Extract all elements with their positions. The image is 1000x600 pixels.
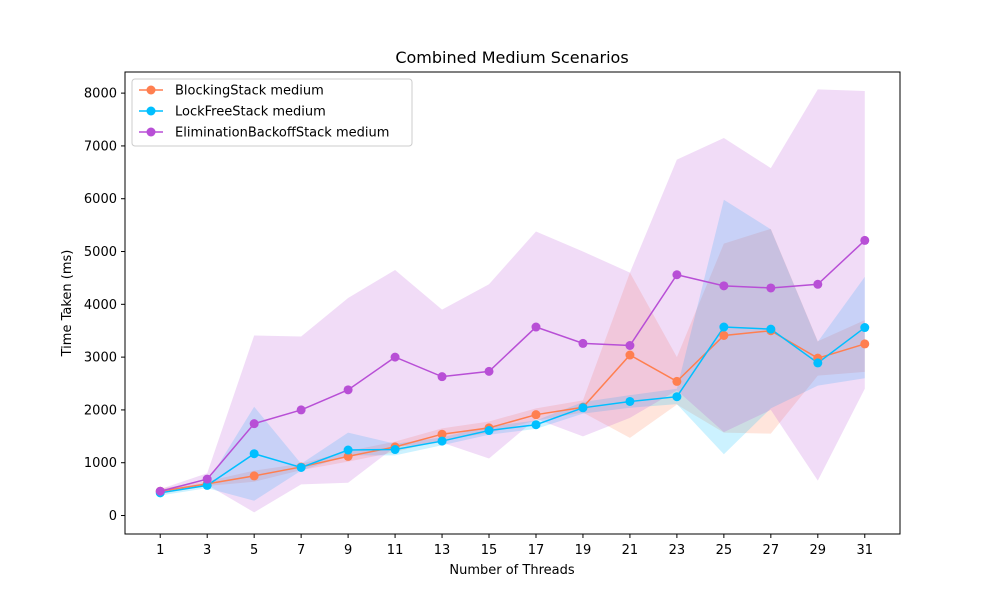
- lockfreestack-medium-legend-label: LockFreeStack medium: [175, 105, 326, 120]
- x-tick-label: 23: [669, 543, 686, 558]
- eliminationbackoffstack-medium-legend-marker: [146, 127, 156, 137]
- eliminationbackoffstack-medium-point: [437, 372, 447, 382]
- blockingstack-medium-legend-marker: [146, 85, 156, 95]
- y-tick-label: 1000: [84, 456, 117, 471]
- eliminationbackoffstack-medium-point: [202, 474, 212, 484]
- y-tick-label: 2000: [84, 403, 117, 418]
- lockfreestack-medium-legend-marker: [146, 106, 156, 116]
- blockingstack-medium-point: [625, 350, 635, 360]
- eliminationbackoffstack-medium-point: [719, 281, 729, 291]
- y-tick-label: 6000: [84, 192, 117, 207]
- x-tick-label: 11: [387, 543, 404, 558]
- x-tick-label: 29: [810, 543, 827, 558]
- blockingstack-medium-point: [249, 471, 259, 481]
- lockfreestack-medium-point: [343, 445, 353, 455]
- series-lines: [160, 239, 866, 494]
- lockfreestack-medium-point: [813, 358, 823, 368]
- legend-box: [131, 78, 413, 147]
- lockfreestack-medium-point: [437, 436, 447, 446]
- eliminationbackoffstack-medium-band: [160, 89, 865, 513]
- lockfreestack-medium-point: [249, 449, 259, 459]
- x-tick-label: 9: [344, 543, 352, 558]
- x-axis-ticks: 1 3 5 7 9 11 13 15 17 19 21 23 25 27 29 31: [156, 534, 873, 558]
- eliminationbackoffstack-medium-point: [813, 279, 823, 289]
- lockfreestack-medium-point: [766, 324, 776, 334]
- x-tick-label: 17: [528, 543, 545, 558]
- blockingstack-medium-point: [531, 410, 541, 420]
- chart-title: Combined Medium Scenarios: [395, 48, 628, 67]
- blockingstack-medium-legend-label: BlockingStack medium: [175, 84, 324, 99]
- y-tick-label: 4000: [84, 298, 117, 313]
- y-tick-label: 5000: [84, 245, 117, 260]
- eliminationbackoffstack-medium-point: [860, 235, 870, 245]
- y-tick-label: 8000: [84, 87, 117, 102]
- x-tick-label: 21: [622, 543, 639, 558]
- eliminationbackoffstack-medium-point: [390, 352, 400, 362]
- lockfreestack-medium-point: [578, 403, 588, 413]
- eliminationbackoffstack-medium-legend-label: EliminationBackoffStack medium: [175, 126, 389, 141]
- blockingstack-medium-point: [437, 429, 447, 439]
- eliminationbackoffstack-medium-point: [672, 270, 682, 280]
- lockfreestack-medium-point: [202, 480, 212, 490]
- x-tick-label: 3: [203, 543, 211, 558]
- lockfreestack-medium-point: [672, 392, 682, 402]
- y-tick-label: 7000: [84, 139, 117, 154]
- x-tick-label: 5: [250, 543, 258, 558]
- blockingstack-medium-point: [719, 330, 729, 340]
- eliminationbackoffstack-medium-point: [296, 405, 306, 415]
- blockingstack-medium-point: [672, 376, 682, 386]
- x-tick-label: 27: [763, 543, 780, 558]
- eliminationbackoffstack-medium-point: [484, 366, 494, 376]
- lockfreestack-medium-point: [719, 322, 729, 332]
- lockfreestack-medium-point: [625, 396, 635, 406]
- x-tick-label: 15: [481, 543, 498, 558]
- x-tick-label: 19: [575, 543, 592, 558]
- lockfreestack-medium-line: [160, 326, 866, 494]
- blockingstack-medium-point: [343, 451, 353, 461]
- eliminationbackoffstack-medium-point: [625, 341, 635, 351]
- x-tick-label: 25: [716, 543, 733, 558]
- y-tick-label: 3000: [84, 351, 117, 366]
- eliminationbackoffstack-medium-point: [343, 385, 353, 395]
- blockingstack-medium-band: [160, 228, 865, 494]
- legend: BlockingStack medium LockFreeStack medium…: [131, 78, 413, 147]
- x-tick-label: 13: [434, 543, 451, 558]
- plot-frame: [124, 71, 901, 535]
- x-tick-label: 31: [856, 543, 873, 558]
- x-tick-label: 1: [156, 543, 164, 558]
- eliminationbackoffstack-medium-point: [766, 283, 776, 293]
- y-tick-label: 0: [109, 509, 117, 524]
- eliminationbackoffstack-medium-point: [531, 322, 541, 332]
- lockfreestack-medium-point: [390, 445, 400, 455]
- lockfreestack-medium-point: [484, 426, 494, 436]
- eliminationbackoffstack-medium-line: [160, 239, 866, 492]
- eliminationbackoffstack-medium-point: [249, 419, 259, 429]
- series-points: [155, 235, 870, 498]
- y-axis-label: Time Taken (ms): [60, 250, 75, 358]
- eliminationbackoffstack-medium-point: [155, 486, 165, 496]
- blockingstack-medium-point: [860, 339, 870, 349]
- lockfreestack-medium-point: [860, 323, 870, 333]
- x-axis-label: Number of Threads: [449, 563, 574, 578]
- eliminationbackoffstack-medium-point: [578, 338, 588, 348]
- lockfreestack-medium-point: [296, 462, 306, 472]
- lockfreestack-medium-point: [531, 420, 541, 430]
- x-tick-label: 7: [297, 543, 305, 558]
- y-axis-ticks: 0 1000 2000 3000 4000 5000 6000 7000 8000: [84, 87, 125, 524]
- confidence-bands: [160, 89, 865, 513]
- lockfreestack-medium-band: [160, 199, 865, 501]
- blockingstack-medium-line: [160, 329, 865, 492]
